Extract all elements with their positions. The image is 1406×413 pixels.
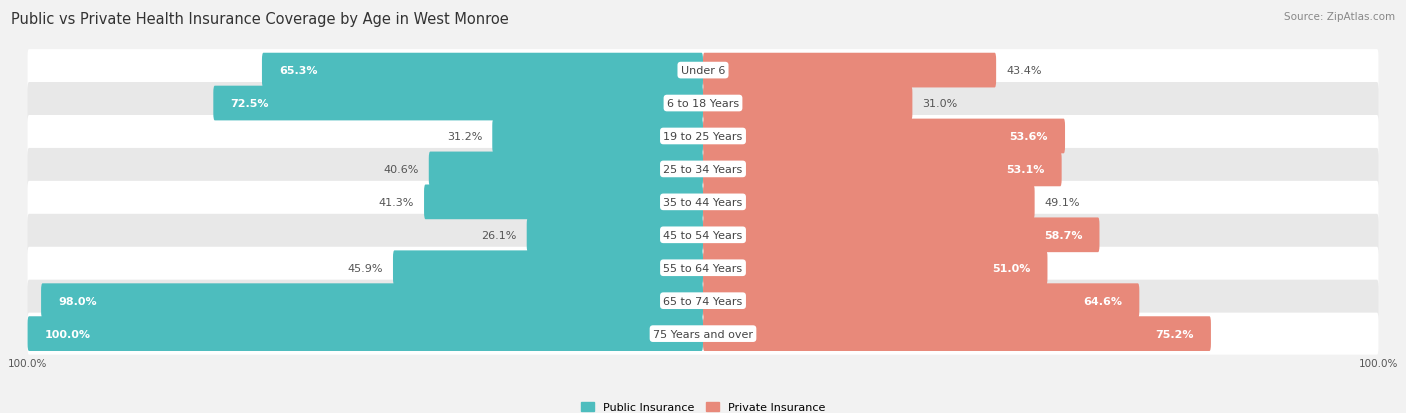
Text: 75.2%: 75.2%: [1156, 329, 1194, 339]
Text: 98.0%: 98.0%: [58, 296, 97, 306]
Text: 55 to 64 Years: 55 to 64 Years: [664, 263, 742, 273]
FancyBboxPatch shape: [28, 50, 1378, 92]
FancyBboxPatch shape: [703, 251, 1047, 285]
Text: 45.9%: 45.9%: [347, 263, 382, 273]
FancyBboxPatch shape: [703, 119, 1064, 154]
FancyBboxPatch shape: [703, 86, 912, 121]
Text: 64.6%: 64.6%: [1084, 296, 1122, 306]
FancyBboxPatch shape: [703, 218, 1099, 253]
FancyBboxPatch shape: [28, 149, 1378, 190]
Text: Under 6: Under 6: [681, 66, 725, 76]
FancyBboxPatch shape: [28, 313, 1378, 355]
Legend: Public Insurance, Private Insurance: Public Insurance, Private Insurance: [576, 398, 830, 413]
FancyBboxPatch shape: [527, 218, 703, 253]
Text: 58.7%: 58.7%: [1045, 230, 1083, 240]
FancyBboxPatch shape: [28, 316, 703, 351]
FancyBboxPatch shape: [214, 86, 703, 121]
FancyBboxPatch shape: [703, 316, 1211, 351]
FancyBboxPatch shape: [28, 214, 1378, 256]
FancyBboxPatch shape: [703, 152, 1062, 187]
Text: 65.3%: 65.3%: [278, 66, 318, 76]
Text: 49.1%: 49.1%: [1045, 197, 1080, 207]
FancyBboxPatch shape: [703, 54, 995, 88]
Text: 72.5%: 72.5%: [231, 99, 269, 109]
Text: 40.6%: 40.6%: [384, 164, 419, 175]
FancyBboxPatch shape: [28, 247, 1378, 289]
FancyBboxPatch shape: [28, 280, 1378, 322]
FancyBboxPatch shape: [28, 116, 1378, 158]
Text: 100.0%: 100.0%: [45, 329, 90, 339]
Text: 41.3%: 41.3%: [378, 197, 413, 207]
FancyBboxPatch shape: [429, 152, 703, 187]
Text: 43.4%: 43.4%: [1007, 66, 1042, 76]
FancyBboxPatch shape: [262, 54, 703, 88]
Text: 19 to 25 Years: 19 to 25 Years: [664, 132, 742, 142]
Text: Source: ZipAtlas.com: Source: ZipAtlas.com: [1284, 12, 1395, 22]
Text: 6 to 18 Years: 6 to 18 Years: [666, 99, 740, 109]
Text: 25 to 34 Years: 25 to 34 Years: [664, 164, 742, 175]
FancyBboxPatch shape: [703, 185, 1035, 220]
Text: 35 to 44 Years: 35 to 44 Years: [664, 197, 742, 207]
FancyBboxPatch shape: [425, 185, 703, 220]
FancyBboxPatch shape: [392, 251, 703, 285]
FancyBboxPatch shape: [703, 284, 1139, 318]
Text: 53.1%: 53.1%: [1007, 164, 1045, 175]
FancyBboxPatch shape: [28, 181, 1378, 223]
Text: 51.0%: 51.0%: [993, 263, 1031, 273]
FancyBboxPatch shape: [492, 119, 703, 154]
Text: 26.1%: 26.1%: [481, 230, 516, 240]
FancyBboxPatch shape: [41, 284, 703, 318]
Text: 53.6%: 53.6%: [1010, 132, 1047, 142]
Text: 75 Years and over: 75 Years and over: [652, 329, 754, 339]
Text: 65 to 74 Years: 65 to 74 Years: [664, 296, 742, 306]
Text: Public vs Private Health Insurance Coverage by Age in West Monroe: Public vs Private Health Insurance Cover…: [11, 12, 509, 27]
Text: 45 to 54 Years: 45 to 54 Years: [664, 230, 742, 240]
Text: 31.2%: 31.2%: [447, 132, 482, 142]
FancyBboxPatch shape: [28, 83, 1378, 125]
Text: 31.0%: 31.0%: [922, 99, 957, 109]
